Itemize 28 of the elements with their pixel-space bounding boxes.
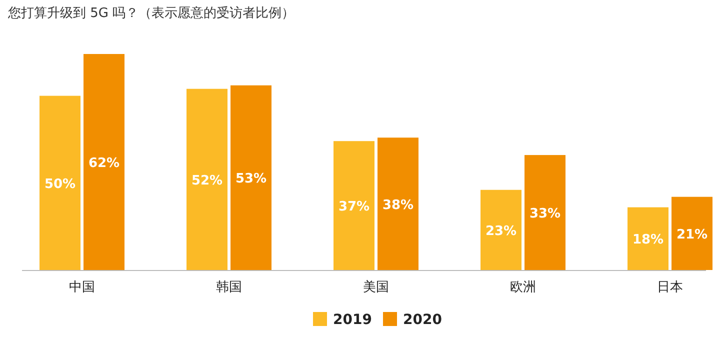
bar — [334, 141, 374, 270]
data-label: 23% — [485, 224, 517, 239]
bar — [230, 85, 272, 270]
bar — [40, 96, 80, 270]
x-tick-label: 美国 — [363, 279, 389, 295]
bar — [480, 190, 522, 270]
legend-label: 2019 — [333, 312, 372, 328]
data-label: 52% — [191, 173, 223, 188]
data-label: 50% — [44, 176, 76, 192]
x-tick-label: 欧洲 — [510, 280, 536, 295]
legend-label: 2020 — [403, 312, 442, 328]
data-label: 33% — [529, 206, 561, 222]
x-tick-label: 中国 — [69, 280, 95, 295]
data-label: 37% — [338, 200, 370, 215]
data-label: 62% — [88, 156, 120, 171]
bar — [628, 207, 668, 270]
x-tick-label: 日本 — [657, 280, 683, 295]
data-label: 18% — [632, 232, 664, 248]
data-label: 53% — [235, 172, 267, 187]
bar — [186, 88, 228, 270]
data-label: 21% — [676, 227, 708, 242]
bar — [378, 138, 418, 270]
chart-title: 您打算升级到 5G 吗？（表示愿意的受访者比例） — [7, 5, 295, 21]
data-label: 38% — [382, 198, 414, 213]
bar — [84, 54, 124, 270]
x-tick-label: 韩国 — [216, 280, 242, 295]
bar — [524, 155, 566, 270]
bar — [672, 196, 712, 270]
